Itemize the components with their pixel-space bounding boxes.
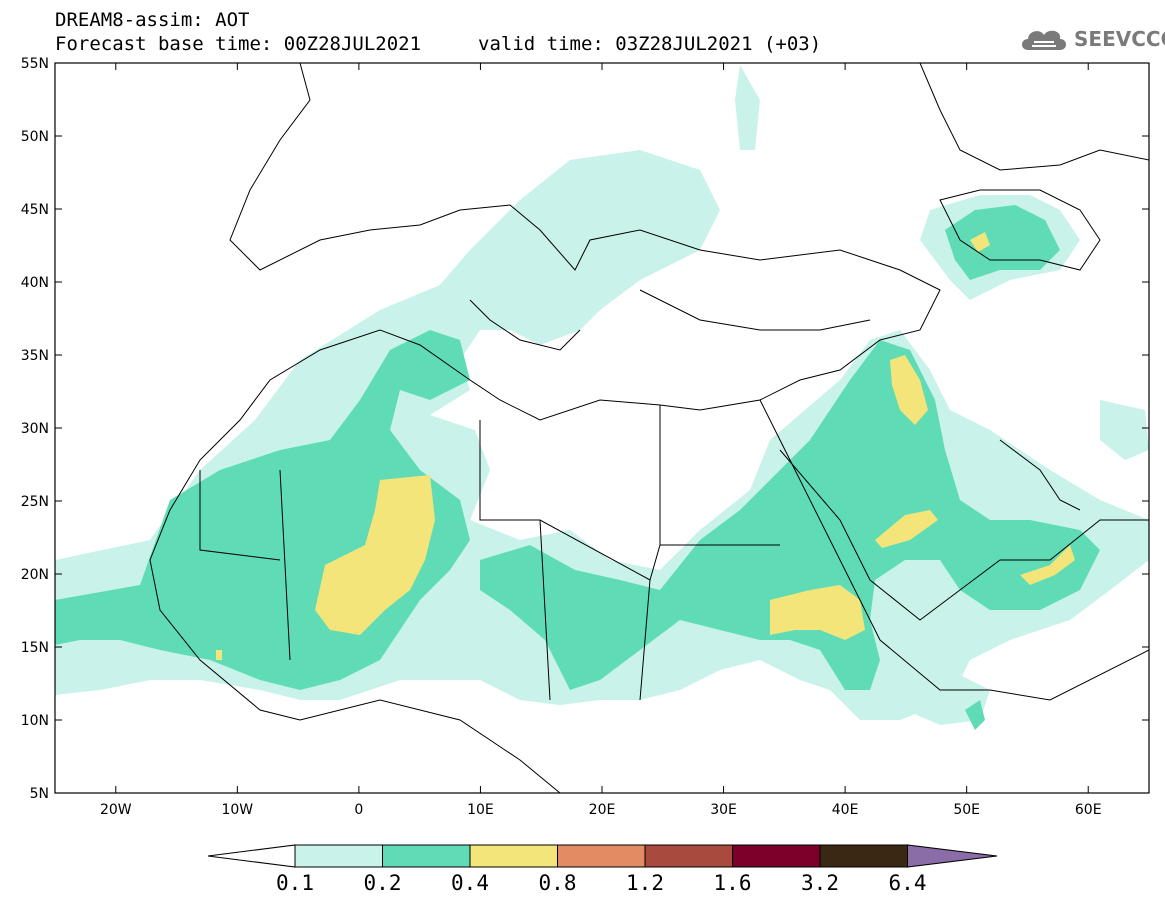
- colorbar-box: [644, 844, 733, 868]
- lat-tick-label: 5N: [30, 786, 49, 802]
- colorbar-threshold-label: 0.8: [538, 871, 577, 895]
- lon-tick-label: 50E: [953, 802, 980, 818]
- lat-tick-label: 40N: [21, 275, 49, 291]
- lon-axis: 20W 10W 0 10E 20E 30E 40E 50E 60E: [100, 63, 1102, 818]
- coastlines: [149, 63, 1149, 793]
- colorbar-box: [294, 844, 383, 868]
- colorbar-box: [819, 844, 908, 868]
- colorbar-box: [557, 844, 646, 868]
- lat-tick-label: 15N: [21, 640, 49, 656]
- lat-tick-label: 20N: [21, 567, 49, 583]
- colorbar-threshold-label: 1.2: [626, 871, 664, 895]
- logo-text: SEEVCCC: [1074, 27, 1165, 51]
- colorbar-threshold-label: 6.4: [888, 871, 927, 895]
- colorbar-threshold-label: 0.2: [363, 871, 402, 895]
- colorbar-box: [732, 844, 821, 868]
- seevccc-logo: SEEVCCC: [1018, 24, 1165, 54]
- aot-0.4-0.8: [216, 232, 1075, 660]
- map-title: DREAM8-assim: AOT: [55, 9, 250, 31]
- colorbar-threshold-label: 0.1: [276, 871, 314, 895]
- lon-tick-label: 10E: [467, 802, 494, 818]
- lat-tick-label: 45N: [21, 202, 49, 218]
- lat-axis: 55N 50N 45N 40N 35N 30N 25N 20N 15N 10N 5N: [21, 56, 1149, 802]
- colorbar-box: [469, 844, 558, 868]
- colorbar-threshold-label: 3.2: [801, 871, 839, 895]
- lat-tick-label: 25N: [21, 494, 49, 510]
- colorbar: [207, 844, 998, 868]
- forecast-base-time: Forecast base time: 00Z28JUL2021: [55, 33, 422, 55]
- lon-tick-label: 40E: [832, 802, 859, 818]
- cloud-icon: [1022, 30, 1066, 50]
- lat-tick-label: 10N: [21, 713, 49, 729]
- lon-tick-label: 60E: [1075, 802, 1102, 818]
- colorbar-threshold-label: 0.4: [451, 871, 489, 895]
- lat-tick-label: 35N: [21, 348, 49, 364]
- colorbar-over-triangle: [907, 844, 998, 868]
- colorbar-threshold-label: 1.6: [713, 871, 752, 895]
- lon-tick-label: 0: [354, 802, 363, 818]
- lat-tick-label: 50N: [21, 129, 49, 145]
- valid-time: valid time: 03Z28JUL2021 (+03): [478, 33, 822, 55]
- lon-tick-label: 10W: [221, 802, 253, 818]
- lat-tick-label: 30N: [21, 421, 49, 437]
- aot-field: [55, 63, 1149, 793]
- lon-tick-label: 30E: [710, 802, 737, 818]
- colorbar-box: [382, 844, 471, 868]
- lon-tick-label: 20E: [589, 802, 616, 818]
- lat-tick-label: 55N: [21, 56, 49, 72]
- lon-tick-label: 20W: [100, 802, 132, 818]
- colorbar-under-triangle: [207, 844, 296, 868]
